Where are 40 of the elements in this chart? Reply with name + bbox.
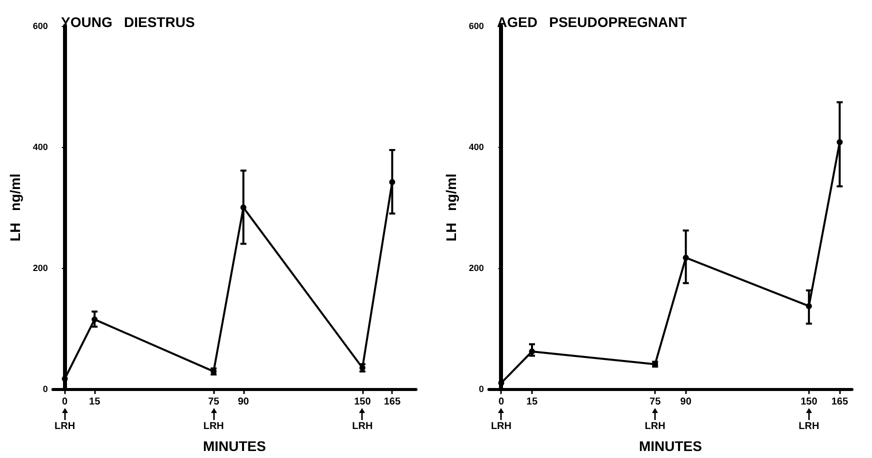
point (806, 303, 812, 310)
text: LRH (54, 421, 76, 432)
text: LRH (490, 421, 512, 432)
text: LRH (798, 421, 820, 432)
point (240, 204, 246, 210)
x-tick-label: 0 (62, 396, 68, 408)
x-tick-label: 150 (354, 396, 372, 408)
point (92, 316, 98, 322)
x-axis-title: MINUTES (638, 438, 702, 454)
x-tick-label: 150 (800, 396, 818, 408)
chart-title: YOUNG DIESTRUS (61, 14, 195, 30)
y-tick-label: 400 (32, 142, 48, 152)
point (836, 139, 843, 146)
chart-title: AGED PSEUDOPREGNANT (497, 14, 688, 30)
text: LRH (644, 421, 666, 432)
point (529, 348, 535, 354)
y-tick-label: 0 (42, 384, 48, 394)
x-tick-label: 15 (89, 396, 101, 408)
y-tick-label: 400 (468, 142, 484, 152)
x-tick-label: 15 (526, 396, 538, 408)
point (682, 254, 689, 261)
text: LRH (202, 421, 225, 432)
point (62, 376, 68, 382)
x-tick-label: 90 (238, 396, 250, 408)
point (389, 179, 396, 186)
y-tick-label: 200 (32, 263, 48, 273)
text: LRH (351, 421, 374, 432)
y-axis-title: LH ng/ml (443, 174, 459, 242)
x-tick-label: 75 (208, 396, 220, 408)
y-tick-label: 600 (468, 21, 484, 31)
x-tick-label: 0 (498, 396, 504, 408)
y-axis-title: LH ng/ml (7, 174, 23, 242)
x-tick-label: 75 (650, 396, 662, 408)
x-tick-label: 165 (831, 396, 848, 408)
x-tick-label: 90 (680, 396, 692, 408)
x-tick-label: 165 (384, 396, 401, 408)
y-tick-label: 0 (478, 384, 484, 394)
x-axis-title: MINUTES (202, 438, 266, 454)
y-tick-label: 600 (32, 21, 48, 31)
y-tick-label: 200 (468, 263, 484, 273)
